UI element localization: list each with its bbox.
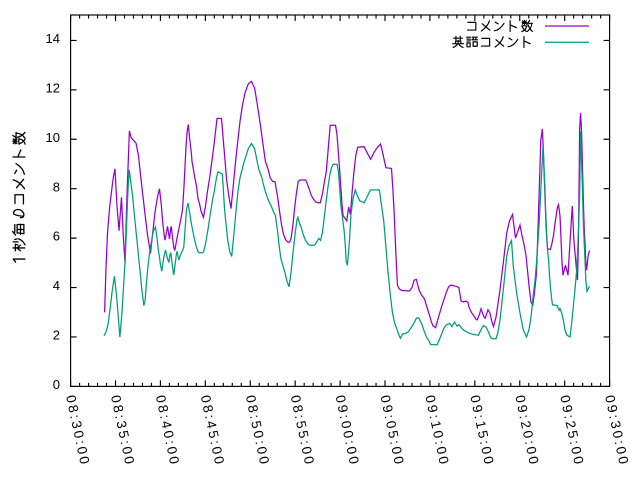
svg-text:2: 2 [53, 328, 60, 343]
svg-text:12: 12 [46, 80, 60, 95]
svg-text:10: 10 [46, 130, 60, 145]
svg-text:0: 0 [53, 377, 60, 392]
svg-text:6: 6 [53, 229, 60, 244]
svg-text:4: 4 [53, 278, 60, 293]
svg-text:14: 14 [46, 31, 60, 46]
svg-text:8: 8 [53, 179, 60, 194]
